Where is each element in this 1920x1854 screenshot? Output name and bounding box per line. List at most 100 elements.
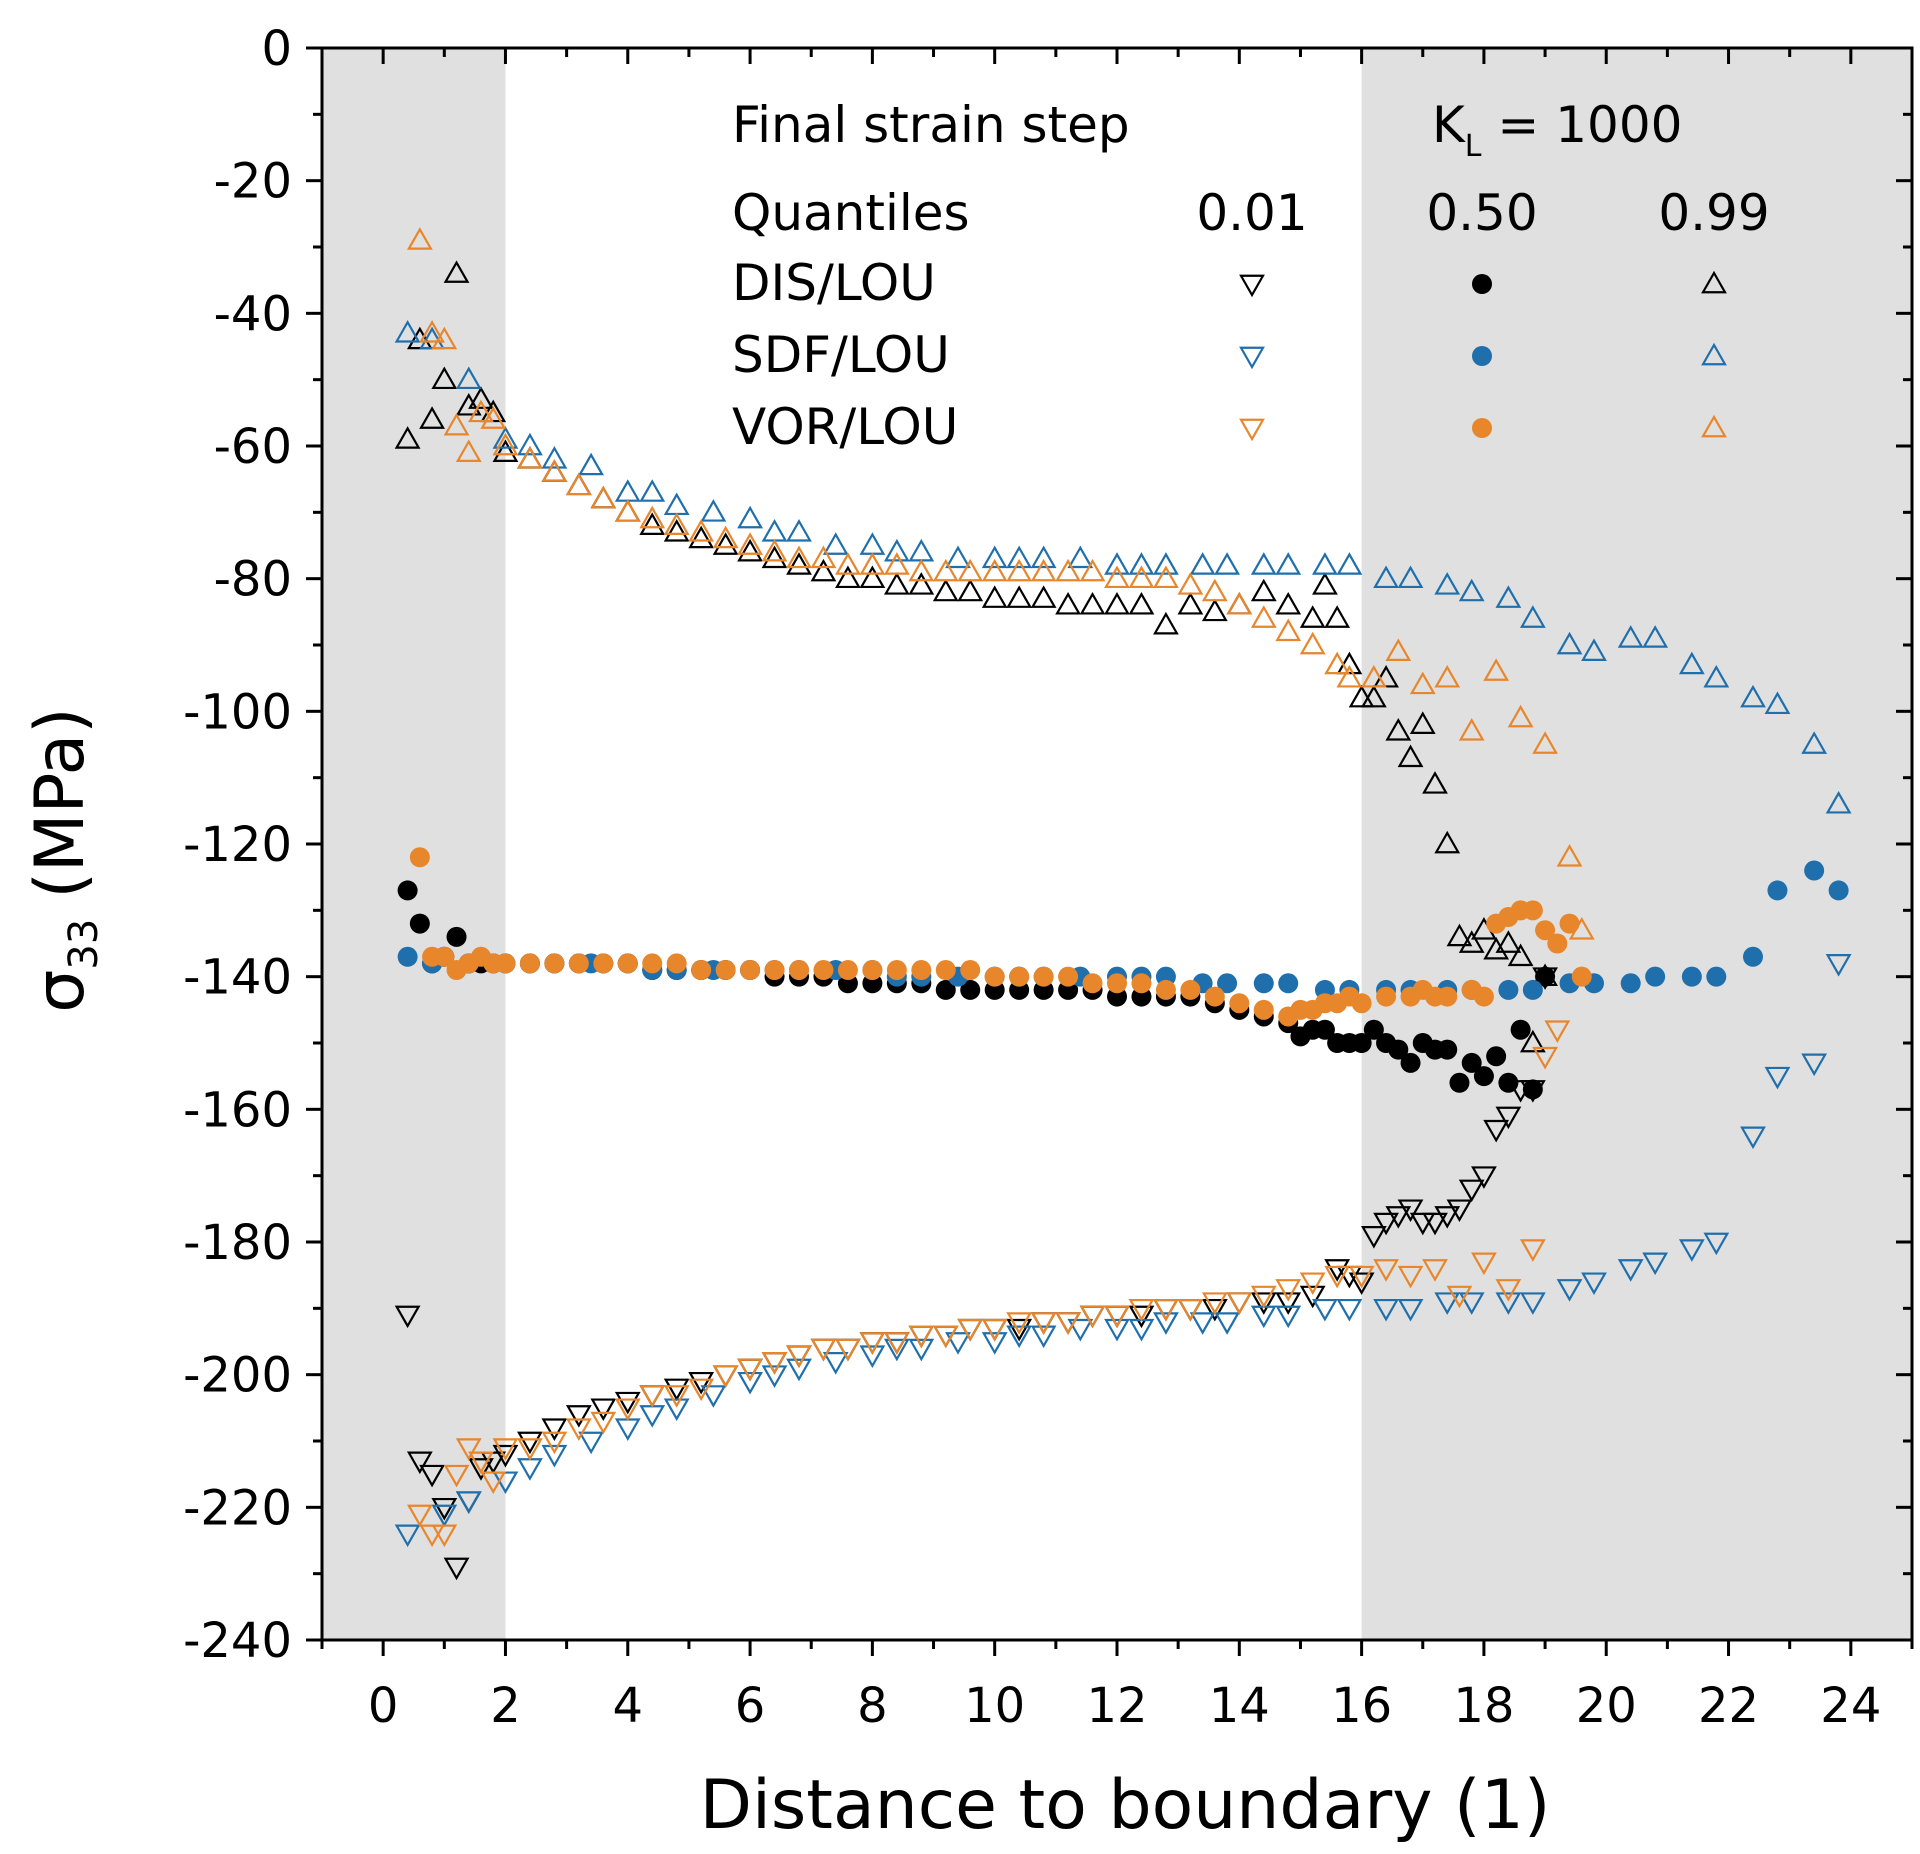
data-point-circle xyxy=(789,960,809,981)
data-point-triangle-up xyxy=(443,260,470,283)
data-point-triangle-down xyxy=(981,1318,1008,1342)
data-point-triangle-up xyxy=(1483,658,1510,681)
data-point-triangle-down xyxy=(981,1318,1008,1342)
data-point-triangle-down xyxy=(1740,1126,1766,1150)
data-point-triangle-up xyxy=(1483,936,1510,960)
data-point-triangle-up xyxy=(1153,552,1179,575)
data-point-triangle-up xyxy=(1703,664,1730,688)
data-point-triangle-up xyxy=(1067,545,1094,569)
y-tick-label: -220 xyxy=(183,1480,292,1536)
data-point-triangle-up xyxy=(1153,565,1179,589)
data-point-triangle-up xyxy=(663,492,690,516)
data-point-triangle-down xyxy=(1153,1312,1179,1335)
data-point-triangle-up xyxy=(957,578,984,602)
data-point-triangle-down xyxy=(1104,1305,1130,1329)
data-point-triangle-down xyxy=(1764,1066,1791,1090)
data-point-triangle-up xyxy=(455,366,482,390)
y-tick-label: -180 xyxy=(183,1215,292,1271)
data-point-triangle-up xyxy=(480,406,507,429)
data-point-triangle-up xyxy=(406,227,433,250)
data-point-circle xyxy=(1278,973,1299,994)
data-point-triangle-up xyxy=(1434,830,1461,854)
data-point-circle xyxy=(691,960,712,981)
data-point-triangle-down xyxy=(614,1398,641,1422)
data-point-circle xyxy=(1486,1046,1507,1067)
data-point-triangle-up xyxy=(1201,578,1228,602)
data-point-triangle-up xyxy=(431,326,458,350)
shaded-region xyxy=(1361,48,1912,1640)
data-point-triangle-up xyxy=(859,532,886,555)
x-tick-label: 16 xyxy=(1331,1678,1392,1734)
data-point-triangle-down xyxy=(1104,1305,1130,1329)
data-point-triangle-down xyxy=(1519,1080,1546,1103)
data-point-triangle-down xyxy=(639,1385,666,1408)
data-point-triangle-up xyxy=(1458,930,1485,953)
data-point-circle xyxy=(1376,986,1397,1007)
data-point-triangle-down xyxy=(1519,1239,1546,1262)
data-point-triangle-down xyxy=(712,1365,739,1388)
data-point-triangle-down xyxy=(1250,1305,1277,1329)
data-point-triangle-down xyxy=(761,1352,788,1375)
data-point-circle xyxy=(984,966,1005,987)
data-point-circle xyxy=(1131,973,1152,994)
data-point-triangle-up xyxy=(761,545,788,569)
data-point-circle xyxy=(1767,880,1788,901)
data-point-circle xyxy=(886,960,907,981)
data-point-circle xyxy=(1253,999,1274,1020)
data-point-triangle-up xyxy=(1055,558,1081,582)
data-point-triangle-up xyxy=(1006,585,1033,608)
data-point-triangle-down xyxy=(688,1378,715,1402)
data-point-triangle-down xyxy=(1422,1259,1448,1282)
legend-symbol-triangle-down xyxy=(1239,274,1265,298)
data-point-circle xyxy=(1473,986,1494,1007)
data-point-triangle-up xyxy=(614,479,641,502)
data-point-triangle-up xyxy=(1055,591,1081,615)
data-point-triangle-up xyxy=(1764,691,1791,715)
data-point-triangle-up xyxy=(712,532,739,555)
data-point-circle xyxy=(1107,973,1127,994)
data-point-circle xyxy=(1804,860,1825,881)
data-point-triangle-up xyxy=(883,572,910,595)
data-point-triangle-down xyxy=(1006,1318,1033,1342)
data-point-triangle-down xyxy=(908,1325,935,1349)
data-point-triangle-up xyxy=(822,532,849,555)
data-point-circle xyxy=(1229,993,1250,1014)
x-tick-label: 18 xyxy=(1453,1678,1514,1734)
data-point-triangle-down xyxy=(455,1438,482,1461)
data-point-triangle-down xyxy=(908,1338,935,1362)
x-tick-label: 12 xyxy=(1086,1678,1147,1734)
data-point-triangle-up xyxy=(859,552,886,575)
data-point-triangle-down xyxy=(1275,1292,1302,1315)
data-point-triangle-up xyxy=(883,538,910,562)
data-point-circle xyxy=(568,953,589,974)
data-point-triangle-up xyxy=(1189,552,1216,575)
data-point-triangle-down xyxy=(1128,1305,1155,1329)
data-point-triangle-up xyxy=(1299,605,1326,628)
data-point-triangle-down xyxy=(1189,1312,1216,1335)
data-point-triangle-up xyxy=(517,446,543,469)
data-point-triangle-down xyxy=(1201,1292,1228,1315)
data-point-circle xyxy=(1828,880,1849,901)
data-point-triangle-down xyxy=(1250,1292,1277,1315)
data-point-circle xyxy=(434,946,455,967)
data-point-triangle-down xyxy=(700,1385,727,1408)
data-point-triangle-down xyxy=(737,1358,763,1382)
data-point-triangle-up xyxy=(1678,651,1705,675)
data-point-triangle-down xyxy=(541,1431,568,1455)
data-point-triangle-down xyxy=(492,1438,519,1461)
data-point-triangle-up xyxy=(1104,552,1130,575)
data-point-triangle-down xyxy=(590,1398,617,1422)
data-point-triangle-up xyxy=(1385,718,1412,741)
data-point-triangle-down xyxy=(786,1345,812,1368)
y-tick-label: -60 xyxy=(214,419,292,475)
y-tick-label: 0 xyxy=(261,21,292,77)
data-point-triangle-up xyxy=(1422,771,1448,794)
data-point-circle xyxy=(1363,1019,1384,1040)
data-point-circle xyxy=(1314,1019,1335,1040)
data-point-triangle-down xyxy=(1030,1312,1057,1335)
data-point-triangle-down xyxy=(712,1365,739,1388)
data-point-triangle-down xyxy=(443,1464,470,1488)
data-point-triangle-up xyxy=(1226,591,1253,615)
data-point-triangle-down xyxy=(468,1451,494,1475)
data-point-triangle-down xyxy=(1458,1179,1485,1203)
